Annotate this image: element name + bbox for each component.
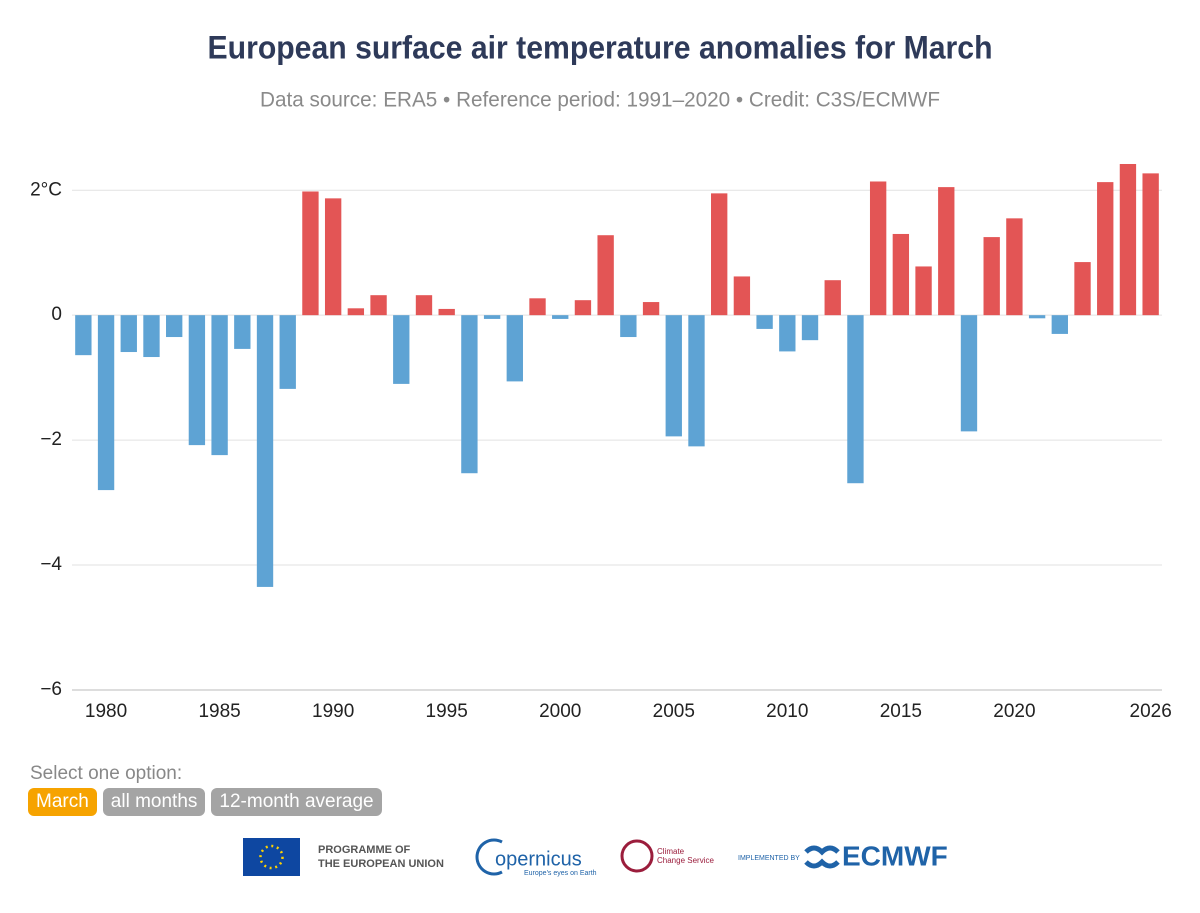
bar: [302, 191, 319, 316]
eu-stars: [259, 844, 284, 870]
bar: [892, 233, 910, 316]
c3s-text: Change Service: [657, 856, 714, 865]
option-button[interactable]: March: [28, 788, 97, 816]
x-tick-label: 2026: [1130, 701, 1172, 722]
ecmwf-icon: [804, 845, 840, 869]
bar: [688, 315, 705, 447]
bar: [97, 315, 115, 491]
x-tick-label: 2010: [766, 701, 808, 722]
y-tick-label: 0: [51, 304, 62, 325]
plot: −6 −4 −2 0 2°C 1980 1985 1990 1995 2000 2005 2010 20…: [30, 163, 1172, 722]
bar: [869, 181, 887, 316]
copernicus-tagline: Europe's eyes on Earth: [524, 870, 597, 877]
copernicus-c: [475, 838, 503, 876]
bar: [824, 280, 841, 316]
bar: [1006, 218, 1023, 316]
bar: [188, 315, 206, 446]
c3s-text: Climate: [657, 847, 685, 856]
bar: [506, 315, 523, 382]
bar: [597, 235, 614, 316]
option-button[interactable]: all months: [102, 788, 206, 816]
ecmwf-text: ECMWF: [842, 840, 948, 871]
bar: [1028, 315, 1046, 319]
eu-text: PROGRAMME OF: [318, 844, 411, 856]
bar: [438, 308, 455, 316]
copernicus-text: opernicus: [495, 848, 582, 870]
x-tick-label: 2000: [539, 701, 581, 722]
y-tick-label: 2°C: [30, 179, 62, 200]
bar: [324, 198, 342, 316]
bar: [733, 276, 751, 316]
y-tick-label: −6: [40, 679, 62, 700]
bar: [711, 193, 728, 316]
bar: [1051, 315, 1068, 334]
chart-title: European surface air temperature anomali…: [208, 29, 993, 65]
bar: [552, 315, 569, 319]
bar: [915, 266, 932, 316]
x-tick-label: 1990: [312, 701, 354, 722]
x-tick-label: 1980: [85, 701, 127, 722]
bar: [279, 315, 296, 389]
bar: [847, 315, 864, 484]
option-buttons: March all months 12-month average: [28, 788, 382, 816]
bar: [120, 315, 137, 353]
bar: [620, 315, 637, 338]
bar: [529, 298, 546, 316]
logos: PROGRAMME OF THE EUROPEAN UNION opernicu…: [243, 838, 948, 877]
x-tick-label: 2020: [993, 701, 1035, 722]
eu-flag: [243, 838, 300, 876]
x-tick-label: 1995: [426, 701, 468, 722]
bar: [483, 315, 501, 319]
c3s-icon: [620, 839, 654, 873]
bar: [1142, 173, 1159, 316]
bar: [461, 315, 478, 474]
bar: [211, 315, 228, 456]
bar: [574, 300, 592, 316]
bar: [938, 187, 955, 316]
y-tick-label: −4: [40, 554, 62, 575]
chart-subtitle: Data source: ERA5 • Reference period: 19…: [260, 89, 940, 112]
bar: [1097, 182, 1114, 316]
bar: [166, 315, 183, 338]
bar: [642, 302, 660, 316]
bar: [779, 315, 796, 352]
bar: [1119, 163, 1137, 316]
bar: [665, 315, 682, 437]
x-tick-label: 2015: [880, 701, 922, 722]
eu-text: THE EUROPEAN UNION: [318, 858, 444, 870]
y-tick-label: −2: [40, 429, 62, 450]
bar: [1074, 262, 1091, 316]
bar: [983, 237, 1000, 316]
bar: [960, 315, 978, 432]
bar: [234, 315, 251, 349]
bar: [370, 295, 387, 316]
controls-label: Select one option:: [30, 763, 183, 784]
option-button[interactable]: 12-month average: [211, 788, 382, 816]
x-tick-label: 2005: [653, 701, 695, 722]
bar: [756, 315, 773, 329]
implemented-by: IMPLEMENTED BY: [738, 855, 800, 862]
x-tick-label: 1985: [198, 701, 240, 722]
bar: [347, 308, 365, 316]
bar: [256, 315, 274, 587]
bar: [143, 315, 160, 358]
bar: [393, 315, 410, 384]
bar: [801, 315, 819, 341]
bar: [415, 295, 433, 316]
bar: [75, 315, 92, 356]
